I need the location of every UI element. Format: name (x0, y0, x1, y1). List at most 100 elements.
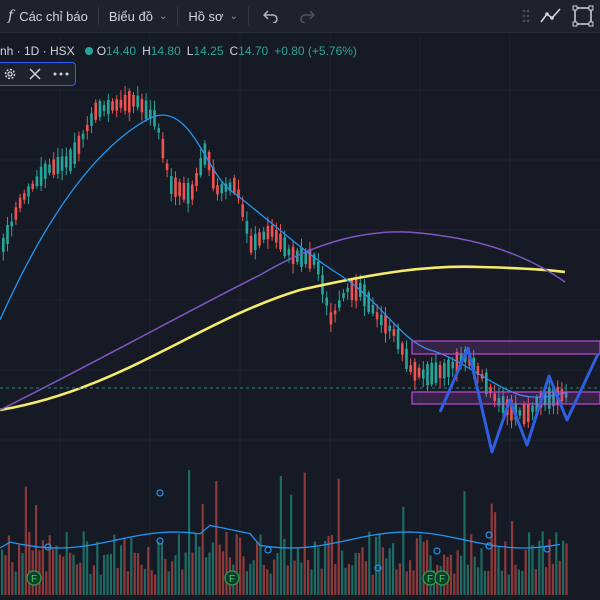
volume-bar (259, 534, 262, 595)
indicators-button[interactable]: f Các chỉ báo (0, 0, 96, 32)
candle-body (552, 387, 555, 407)
volume-bar (558, 560, 561, 595)
volume-bar (531, 545, 534, 595)
volume-bar (45, 571, 48, 595)
volume-bar (86, 541, 89, 595)
volume-bar (201, 503, 204, 595)
volume-bar (327, 536, 330, 595)
volume-bar (344, 567, 347, 595)
candle-body (396, 329, 400, 350)
market-open-indicator (84, 47, 93, 55)
volume-bar (351, 565, 354, 595)
volume-bar (208, 552, 211, 595)
candle-body (405, 348, 408, 369)
candle-body (543, 392, 547, 406)
volume-bar (113, 534, 116, 595)
candle-body (241, 204, 244, 217)
candle-body (447, 359, 450, 377)
volume-bar (545, 567, 548, 595)
volume-bar (361, 547, 364, 595)
volume-bar (463, 491, 466, 595)
profile-menu-button[interactable]: Hồ sơ ⌄ (180, 0, 246, 32)
candle-body (18, 197, 22, 209)
low-value: 14.25 (193, 44, 224, 58)
volume-signal-dot (485, 542, 493, 550)
volume-bar (11, 562, 14, 595)
candle-body (228, 182, 232, 191)
volume-bar (320, 568, 323, 595)
volume-bar (222, 551, 225, 595)
volume-bar (211, 542, 214, 595)
drag-handle-icon[interactable] (522, 8, 530, 24)
candle-body (119, 99, 123, 108)
candle-body (329, 312, 333, 325)
candle-body (304, 251, 307, 265)
change-value: +0.80 (+5.76%) (274, 44, 357, 58)
candle-body (493, 393, 496, 402)
volume-bar (198, 546, 201, 595)
candle-body (65, 156, 68, 168)
candle-body (413, 361, 417, 381)
candle-body (31, 183, 34, 189)
candle-body (275, 229, 278, 243)
candle-body (56, 156, 60, 174)
volume-bar (283, 538, 286, 595)
candle-body (388, 325, 391, 332)
volume-bar (242, 556, 245, 595)
candle-body (409, 365, 412, 372)
volume-bar (21, 553, 24, 595)
candle-body (472, 357, 475, 373)
candle-body (380, 314, 383, 326)
more-icon[interactable] (53, 71, 69, 77)
candle-body (102, 104, 106, 112)
candle-body (497, 397, 501, 406)
candle-body (254, 233, 257, 251)
fullscreen-icon[interactable] (572, 5, 594, 27)
candle-body (77, 135, 81, 154)
redo-button[interactable] (291, 0, 323, 32)
support-zone (411, 391, 600, 405)
volume-bar (215, 481, 218, 595)
chart-menu-button[interactable]: Biểu đồ ⌄ (101, 0, 175, 32)
candle-body (422, 369, 425, 379)
volume-bar (324, 541, 327, 595)
volume-bar (494, 512, 497, 595)
candle-body (522, 404, 526, 425)
gear-icon[interactable] (3, 67, 17, 81)
volume-bar (99, 574, 102, 595)
candle-body (39, 166, 43, 186)
volume-bar (160, 542, 163, 595)
undo-button[interactable] (251, 0, 291, 32)
volume-bar (235, 534, 238, 595)
volume-bar (487, 570, 490, 595)
volume-bar (89, 573, 92, 595)
candle-body (140, 99, 144, 113)
volume-bar (157, 541, 160, 595)
volume-bar (426, 539, 429, 595)
close-key: C (229, 44, 239, 58)
volume-bar (293, 560, 296, 595)
volume-bar (364, 561, 367, 595)
close-icon[interactable] (29, 68, 41, 80)
candle-body (216, 185, 219, 195)
candle-body (182, 182, 186, 200)
candle-body (10, 221, 13, 227)
candle-body (98, 101, 102, 118)
volume-bar (300, 562, 303, 595)
volume-bar (521, 570, 524, 595)
volume-bar (194, 533, 197, 595)
volume-bar (398, 563, 401, 595)
candle-body (69, 149, 72, 172)
volume-bar (75, 564, 78, 595)
volume-bar (415, 538, 418, 595)
candle-body (312, 254, 316, 265)
volume-bar (65, 532, 68, 595)
candle-body (195, 173, 198, 186)
volume-bar (405, 571, 408, 595)
volume-bar (184, 552, 187, 595)
candle-body (518, 410, 522, 416)
volume-bar (262, 564, 265, 595)
volume-bar (480, 548, 483, 595)
trend-line-icon[interactable] (540, 7, 562, 25)
